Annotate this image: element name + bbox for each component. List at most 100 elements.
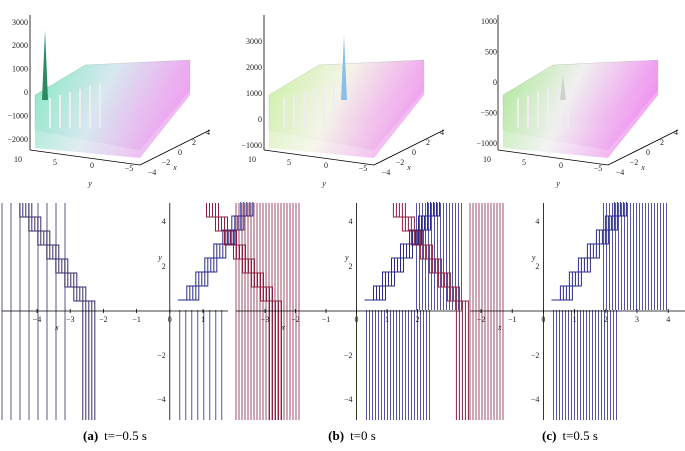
x-tick-label: 0 [412, 148, 416, 157]
y-tick-label: 4 [349, 217, 353, 226]
x-axis-label: x [640, 163, 645, 172]
z-tick-label: 1000 [12, 65, 28, 74]
z-tick-label: −1000 [476, 139, 497, 148]
x-tick-label: −2 [477, 315, 486, 324]
surface-front [35, 70, 190, 158]
x-tick-label: −2 [630, 158, 639, 167]
x-tick-label: 0 [178, 148, 182, 157]
caption-text: t=0 s [350, 428, 376, 443]
z-tick-label: 0 [493, 78, 497, 87]
z-tick-label: 0 [258, 115, 262, 124]
x-tick-label: 4 [440, 128, 444, 137]
caption-label: (b) [328, 428, 344, 443]
x-tick-label: 4 [666, 315, 670, 324]
y-axis-label: y [555, 179, 560, 188]
y-tick-label: −4 [344, 395, 353, 404]
z-tick-label: 1000 [481, 17, 497, 26]
contour-curve [563, 202, 627, 301]
y-tick-label: 5 [287, 158, 291, 167]
x-tick-label: 0 [646, 148, 650, 157]
surface-front [269, 70, 424, 158]
caption-label: (a) [83, 428, 98, 443]
x-tick-label: 1 [201, 315, 205, 324]
y-axis-label: y [321, 179, 326, 188]
contour-curve [404, 203, 469, 420]
caption: (a) t=−0.5 s [83, 428, 147, 443]
y-tick-label: −5 [594, 164, 603, 173]
contour-curve [557, 202, 621, 301]
x-axis-label: x [172, 163, 177, 172]
y-tick-label: 10 [248, 155, 256, 164]
x-tick-label: −1 [132, 315, 141, 324]
x-tick-label: −2 [291, 315, 300, 324]
x-tick-label: 2 [192, 138, 196, 147]
z-tick-label: 3000 [12, 18, 28, 27]
caption: (b) t=0 s [328, 428, 376, 443]
y-tick-label: 0 [90, 161, 94, 170]
x-tick-label: 2 [604, 315, 608, 324]
y-tick-label: 2 [535, 262, 539, 271]
z-tick-label: 500 [485, 47, 497, 56]
y-tick-label: −2 [531, 351, 540, 360]
contour-curve [25, 203, 90, 420]
caption-text: t=0.5 s [562, 428, 598, 443]
x-tick-label: −3 [261, 315, 270, 324]
surface-axis [497, 149, 609, 166]
x-axis-label: x [497, 323, 502, 332]
surface-axis [607, 129, 679, 166]
x-tick-label: −4 [148, 168, 157, 177]
x-tick-label: 2 [426, 138, 430, 147]
x-tick-label: −4 [33, 315, 42, 324]
y-tick-label: −4 [531, 395, 540, 404]
y-tick-label: −5 [359, 164, 368, 173]
y-tick-label: 2 [162, 262, 166, 271]
y-tick-label: 4 [535, 217, 539, 226]
x-axis-label: x [406, 163, 411, 172]
x-tick-label: 4 [206, 128, 210, 137]
x-tick-label: 2 [660, 138, 664, 147]
z-tick-label: 2000 [12, 41, 28, 50]
y-tick-label: −2 [344, 351, 353, 360]
surface-axis [373, 129, 445, 166]
x-axis-label: x [281, 323, 286, 332]
x-tick-label: −3 [66, 315, 75, 324]
y-axis-label: y [344, 253, 349, 262]
caption-text: t=−0.5 s [104, 428, 147, 443]
x-tick-label: −2 [99, 315, 108, 324]
x-tick-label: 4 [674, 128, 678, 137]
x-tick-label: −4 [382, 168, 391, 177]
contour-curve [554, 202, 618, 301]
z-tick-label: −500 [480, 108, 497, 117]
y-tick-label: 5 [522, 158, 526, 167]
contour-curve [376, 202, 440, 301]
y-tick-label: −5 [125, 164, 134, 173]
z-tick-label: 0 [24, 88, 28, 97]
y-axis-label: y [87, 179, 92, 188]
y-tick-label: 10 [14, 155, 22, 164]
surface-spike [341, 35, 347, 100]
surface-axis [29, 149, 141, 166]
x-tick-label: 0 [355, 315, 359, 324]
x-tick-label: −1 [508, 315, 517, 324]
y-tick-label: 0 [324, 161, 328, 170]
y-tick-label: −2 [157, 351, 166, 360]
contour-curve [551, 202, 615, 301]
y-tick-label: 2 [349, 262, 353, 271]
x-tick-label: −2 [162, 158, 171, 167]
x-tick-label: 3 [635, 315, 639, 324]
x-tick-label: 2 [416, 315, 420, 324]
x-tick-label: −4 [616, 168, 625, 177]
x-axis-label: x [54, 323, 59, 332]
y-tick-label: 4 [162, 217, 166, 226]
z-tick-label: 3000 [246, 37, 262, 46]
contour-curve [31, 203, 96, 420]
y-tick-label: 0 [559, 161, 563, 170]
z-tick-label: −1000 [7, 111, 28, 120]
x-tick-label: 0 [541, 315, 545, 324]
y-tick-label: 5 [53, 158, 57, 167]
x-tick-label: 0 [168, 315, 172, 324]
surface-axis [139, 129, 211, 166]
surface-spike [42, 30, 48, 100]
